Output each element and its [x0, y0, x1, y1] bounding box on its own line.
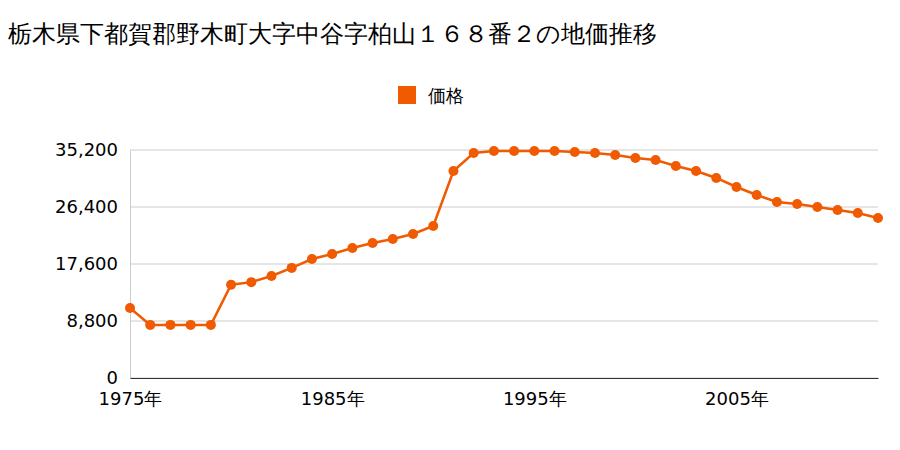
- marker: [226, 280, 236, 290]
- x-tick-label: 2005年: [705, 388, 769, 409]
- marker: [529, 146, 539, 156]
- x-tick-label: 1985年: [301, 388, 365, 409]
- y-tick: 35,200: [55, 139, 130, 160]
- marker: [812, 202, 822, 212]
- marker: [267, 271, 277, 281]
- marker: [873, 213, 883, 223]
- marker: [752, 190, 762, 200]
- marker: [469, 148, 479, 158]
- marker: [448, 166, 458, 176]
- y-tick-label: 8,800: [66, 310, 118, 331]
- marker: [570, 147, 580, 157]
- y-tick-label: 35,200: [55, 139, 118, 160]
- marker: [671, 161, 681, 171]
- y-tick: 26,400: [55, 196, 130, 217]
- marker: [509, 146, 519, 156]
- grid-line: [130, 207, 878, 208]
- marker: [408, 229, 418, 239]
- marker: [206, 320, 216, 330]
- x-tick-label: 1995年: [503, 388, 567, 409]
- marker: [428, 221, 438, 231]
- line: [130, 151, 878, 325]
- x-tick-label: 1975年: [99, 388, 163, 409]
- legend-label: 価格: [428, 85, 464, 106]
- marker: [772, 197, 782, 207]
- plot-area: [125, 146, 883, 330]
- marker: [246, 277, 256, 287]
- x-axis: 1975年 1985年 1995年 2005年: [99, 378, 879, 409]
- marker: [711, 173, 721, 183]
- marker: [610, 150, 620, 160]
- marker: [731, 182, 741, 192]
- y-tick: 0: [107, 367, 130, 388]
- legend-swatch: [398, 86, 416, 104]
- y-tick-label: 17,600: [55, 253, 118, 274]
- marker: [307, 254, 317, 264]
- grid: [130, 150, 878, 378]
- marker: [368, 238, 378, 248]
- x-tick: 1985年: [301, 378, 365, 409]
- y-axis-line: [130, 151, 131, 379]
- x-tick: 1975年: [99, 378, 163, 409]
- x-tick: 1995年: [503, 378, 567, 409]
- marker: [651, 155, 661, 165]
- marker: [186, 320, 196, 330]
- title: 栃木県下都賀郡野木町大字中谷字柏山１６８番２の地価推移: [8, 20, 657, 48]
- marker: [327, 249, 337, 259]
- marker: [630, 153, 640, 163]
- marker: [388, 234, 398, 244]
- chart: 栃木県下都賀郡野木町大字中谷字柏山１６８番２の地価推移価格 0 8,800 17,60…: [0, 0, 900, 450]
- legend: 価格: [398, 85, 464, 106]
- y-tick-label: 26,400: [55, 196, 118, 217]
- y-tick-label: 0: [107, 367, 118, 388]
- marker: [792, 199, 802, 209]
- marker: [347, 243, 357, 253]
- marker: [489, 146, 499, 156]
- marker: [550, 146, 560, 156]
- grid-line: [130, 378, 878, 379]
- marker: [125, 303, 135, 313]
- x-axis-line: [131, 378, 879, 379]
- marker: [691, 166, 701, 176]
- y-tick: 8,800: [66, 310, 130, 331]
- marker: [590, 148, 600, 158]
- y-tick: 17,600: [55, 253, 130, 274]
- y-axis: 0 8,800 17,600 26,400 35,200: [55, 139, 130, 388]
- marker: [165, 320, 175, 330]
- marker: [287, 263, 297, 273]
- marker: [145, 320, 155, 330]
- grid-line: [130, 321, 878, 322]
- marker: [833, 205, 843, 215]
- grid-line: [130, 264, 878, 265]
- x-tick: 2005年: [705, 378, 769, 409]
- marker: [853, 208, 863, 218]
